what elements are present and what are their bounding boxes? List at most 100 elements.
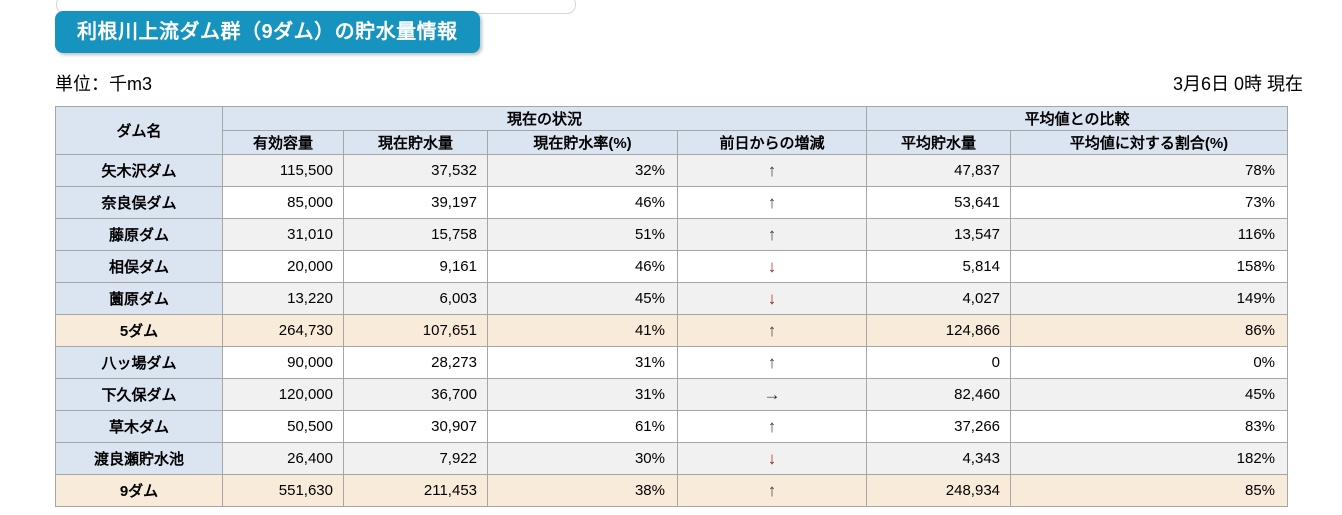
trend-up-icon: ↑ [676, 314, 868, 347]
ratio-to-average-cell: 182% [1010, 442, 1289, 475]
effective-capacity-cell: 115,500 [222, 154, 344, 187]
dam-row: 草木ダム 50,500 30,907 61% ↑ 37,266 83% [55, 410, 1289, 443]
current-rate-cell: 61% [487, 410, 678, 443]
header-effective-capacity: 有効容量 [222, 130, 344, 155]
effective-capacity-cell: 20,000 [222, 250, 344, 283]
dam-name-cell: 八ッ場ダム [55, 346, 223, 379]
ratio-to-average-cell: 149% [1010, 282, 1289, 315]
current-rate-cell: 46% [487, 186, 678, 219]
header-average-storage: 平均貯水量 [866, 130, 1012, 155]
trend-up-icon: ↑ [676, 218, 868, 251]
ratio-to-average-cell: 158% [1010, 250, 1289, 283]
effective-capacity-cell: 264,730 [222, 314, 344, 347]
dam-name-cell: 奈良俣ダム [55, 186, 223, 219]
header-current-storage: 現在貯水量 [343, 130, 488, 155]
ratio-to-average-cell: 0% [1010, 346, 1289, 379]
ratio-to-average-cell: 78% [1010, 154, 1289, 187]
effective-capacity-cell: 26,400 [222, 442, 344, 475]
dam-row: 八ッ場ダム 90,000 28,273 31% ↑ 0 0% [55, 346, 1289, 379]
ratio-to-average-cell: 86% [1010, 314, 1289, 347]
dam-name-cell: 9ダム [55, 474, 223, 507]
title-area: 利根川上流ダム群（9ダム）の貯水量情報 [55, 0, 655, 54]
dam-row: 奈良俣ダム 85,000 39,197 46% ↑ 53,641 73% [55, 186, 1289, 219]
average-storage-cell: 53,641 [866, 186, 1012, 219]
dam-storage-table: ダム名 現在の状況 平均値との比較 有効容量 現在貯水量 現在貯水率(%) 前日… [55, 106, 1289, 507]
dam-name-cell: 5ダム [55, 314, 223, 347]
meta-row: 単位：千m3 3月6日 0時 現在 [55, 70, 1303, 96]
current-rate-cell: 30% [487, 442, 678, 475]
effective-capacity-cell: 13,220 [222, 282, 344, 315]
current-storage-cell: 211,453 [343, 474, 488, 507]
effective-capacity-cell: 551,630 [222, 474, 344, 507]
dam-name-cell: 薗原ダム [55, 282, 223, 315]
current-rate-cell: 46% [487, 250, 678, 283]
dam-name-cell: 下久保ダム [55, 378, 223, 411]
average-storage-cell: 4,343 [866, 442, 1012, 475]
page-title: 利根川上流ダム群（9ダム）の貯水量情報 [55, 11, 480, 53]
dam-row: 渡良瀬貯水池 26,400 7,922 30% ↓ 4,343 182% [55, 442, 1289, 475]
dam-row: 下久保ダム 120,000 36,700 31% → 82,460 45% [55, 378, 1289, 411]
trend-up-icon: ↑ [676, 346, 868, 379]
average-storage-cell: 4,027 [866, 282, 1012, 315]
trend-down-icon: ↓ [676, 282, 868, 315]
current-storage-cell: 6,003 [343, 282, 488, 315]
trend-down-icon: ↓ [676, 442, 868, 475]
trend-up-icon: ↑ [676, 186, 868, 219]
dam-name-cell: 草木ダム [55, 410, 223, 443]
trend-flat-icon: → [676, 378, 868, 411]
summary-row: 5ダム 264,730 107,651 41% ↑ 124,866 86% [55, 314, 1289, 347]
current-rate-cell: 31% [487, 378, 678, 411]
effective-capacity-cell: 31,010 [222, 218, 344, 251]
header-dam-name: ダム名 [55, 106, 223, 155]
dam-name-cell: 藤原ダム [55, 218, 223, 251]
ratio-to-average-cell: 45% [1010, 378, 1289, 411]
current-storage-cell: 7,922 [343, 442, 488, 475]
current-rate-cell: 38% [487, 474, 678, 507]
current-rate-cell: 45% [487, 282, 678, 315]
current-storage-cell: 15,758 [343, 218, 488, 251]
effective-capacity-cell: 85,000 [222, 186, 344, 219]
trend-up-icon: ↑ [676, 154, 868, 187]
average-storage-cell: 124,866 [866, 314, 1012, 347]
current-rate-cell: 31% [487, 346, 678, 379]
dam-row: 矢木沢ダム 115,500 37,532 32% ↑ 47,837 78% [55, 154, 1289, 187]
dam-table-body: 矢木沢ダム 115,500 37,532 32% ↑ 47,837 78% 奈良俣ダム 85,0… [55, 154, 1289, 507]
current-rate-cell: 32% [487, 154, 678, 187]
average-storage-cell: 13,547 [866, 218, 1012, 251]
effective-capacity-cell: 120,000 [222, 378, 344, 411]
trend-up-icon: ↑ [676, 474, 868, 507]
current-storage-cell: 36,700 [343, 378, 488, 411]
current-storage-cell: 9,161 [343, 250, 488, 283]
datetime-label: 3月6日 0時 現在 [1172, 74, 1303, 94]
ratio-to-average-cell: 116% [1010, 218, 1289, 251]
current-rate-cell: 51% [487, 218, 678, 251]
unit-label: 単位：千m3 [55, 74, 153, 94]
dam-row: 藤原ダム 31,010 15,758 51% ↑ 13,547 116% [55, 218, 1289, 251]
table-header-groups: ダム名 現在の状況 平均値との比較 [55, 106, 1289, 155]
effective-capacity-cell: 50,500 [222, 410, 344, 443]
table-header: ダム名 現在の状況 平均値との比較 有効容量 現在貯水量 現在貯水率(%) 前日… [55, 106, 1289, 155]
current-storage-cell: 107,651 [343, 314, 488, 347]
dam-name-cell: 渡良瀬貯水池 [55, 442, 223, 475]
header-day-change: 前日からの増減 [676, 130, 868, 155]
header-current-status: 現在の状況 [221, 106, 868, 131]
trend-up-icon: ↑ [676, 410, 868, 443]
dam-row: 薗原ダム 13,220 6,003 45% ↓ 4,027 149% [55, 282, 1289, 315]
average-storage-cell: 82,460 [866, 378, 1012, 411]
average-storage-cell: 37,266 [866, 410, 1012, 443]
header-current-rate: 現在貯水率(%) [487, 130, 678, 155]
dam-row: 相俣ダム 20,000 9,161 46% ↓ 5,814 158% [55, 250, 1289, 283]
current-storage-cell: 37,532 [343, 154, 488, 187]
current-storage-cell: 39,197 [343, 186, 488, 219]
average-storage-cell: 47,837 [866, 154, 1012, 187]
average-storage-cell: 0 [866, 346, 1012, 379]
summary-row: 9ダム 551,630 211,453 38% ↑ 248,934 85% [55, 474, 1289, 507]
header-ratio-to-average: 平均値に対する割合(%) [1010, 130, 1289, 155]
ratio-to-average-cell: 73% [1010, 186, 1289, 219]
header-avg-comparison: 平均値との比較 [866, 106, 1289, 131]
dam-name-cell: 矢木沢ダム [55, 154, 223, 187]
ratio-to-average-cell: 83% [1010, 410, 1289, 443]
table-header-columns: 有効容量 現在貯水量 現在貯水率(%) 前日からの増減 平均貯水量 平均値に対す… [56, 130, 1289, 155]
effective-capacity-cell: 90,000 [222, 346, 344, 379]
